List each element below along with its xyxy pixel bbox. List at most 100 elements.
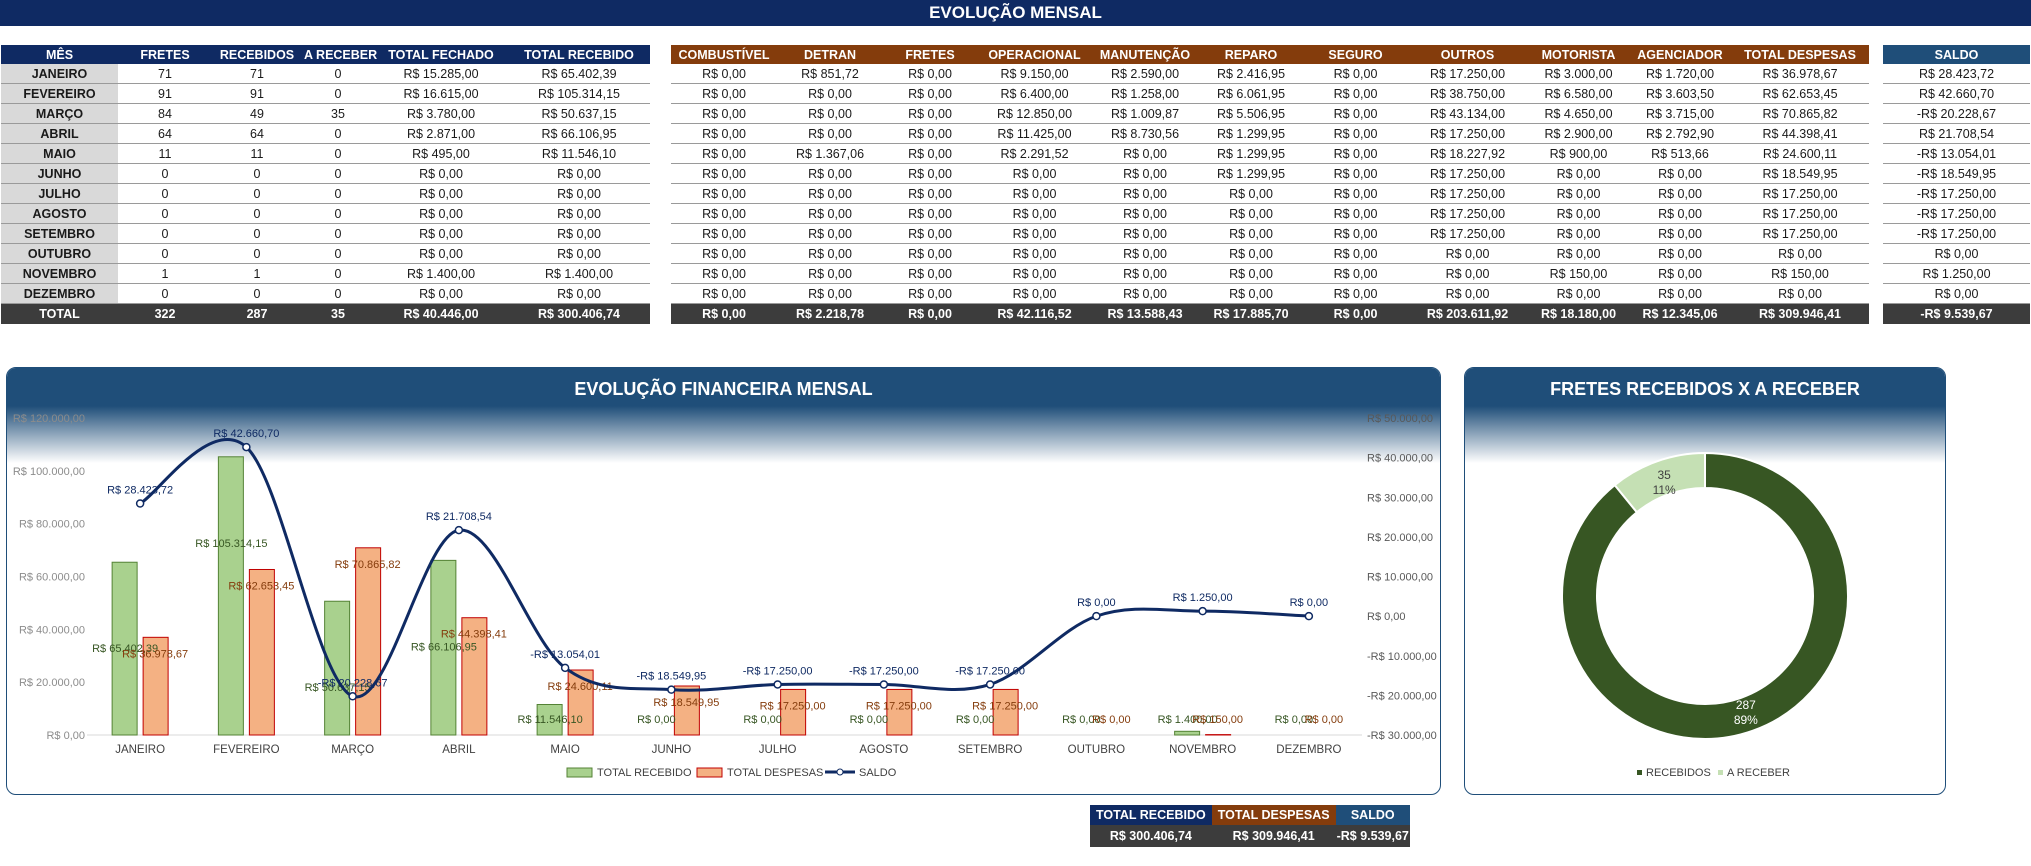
data-label-despesas: R$ 18.549,95: [653, 697, 719, 709]
data-label-saldo: -R$ 17.250,00: [743, 665, 813, 677]
table-row: R$ 42.660,70: [1883, 83, 2030, 104]
table-cell: 91: [118, 83, 212, 104]
data-label-despesas: R$ 0,00: [1092, 714, 1131, 726]
table-cell: R$ 18.549,95: [1731, 163, 1869, 184]
table-cell: 0: [118, 163, 212, 184]
expense-header-cell: MANUTENÇÃO: [1092, 45, 1198, 64]
table-cell: 64: [212, 123, 302, 144]
table-cell: R$ 1.299,95: [1198, 163, 1304, 184]
table-cell: R$ 36.978,67: [1731, 64, 1869, 84]
total-cell: R$ 0,00: [671, 303, 777, 324]
saldo-point: [773, 680, 782, 689]
table-cell: R$ 24.600,11: [1731, 143, 1869, 164]
table-cell: R$ 2.792,90: [1629, 123, 1731, 144]
bar-total-despesas: [355, 547, 382, 736]
table-row: JULHO 0 0 0 R$ 0,00 R$ 0,00: [1, 183, 650, 204]
x-tick-label: SETEMBRO: [958, 744, 1023, 756]
table-cell: 0: [302, 203, 374, 224]
table-row: R$ 0,00: [1883, 283, 2030, 304]
table-cell: 0: [212, 243, 302, 264]
summary-table: TOTAL RECEBIDO TOTAL DESPESAS SALDO R$ 300…: [1090, 805, 1410, 847]
table-cell: R$ 105.314,15: [508, 83, 650, 104]
table-cell: R$ 0,00: [1304, 183, 1407, 204]
total-cell: R$ 18.180,00: [1528, 303, 1629, 324]
table-row: JUNHO 0 0 0 R$ 0,00 R$ 0,00: [1, 163, 650, 184]
data-label-despesas: R$ 17.250,00: [972, 700, 1038, 712]
table-cell: R$ 0,00: [883, 203, 977, 224]
expense-header-cell: REPARO: [1198, 45, 1304, 64]
data-label-saldo: R$ 0,00: [1077, 597, 1116, 609]
total-cell: 35: [302, 303, 374, 324]
table-cell: R$ 0,00: [374, 163, 508, 184]
legend-swatch-a-receber: [1718, 770, 1723, 775]
table-cell: R$ 0,00: [1198, 203, 1304, 224]
data-label-despesas: R$ 17.250,00: [866, 700, 932, 712]
table-cell: 0: [212, 223, 302, 244]
y-right-tick-label: R$ 30.000,00: [1367, 492, 1433, 504]
revenue-header-cell: TOTAL RECEBIDO: [508, 45, 650, 64]
bar-total-recebido: [430, 559, 457, 736]
table-row: R$ 28.423,72: [1883, 64, 2030, 84]
table-cell: R$ 0,00: [1629, 163, 1731, 184]
table-cell: R$ 0,00: [883, 103, 977, 124]
data-label-recebido: R$ 105.314,15: [195, 538, 267, 550]
table-cell: R$ 0,00: [508, 183, 650, 204]
revenue-header-cell: FRETES: [118, 45, 212, 64]
table-cell: -R$ 17.250,00: [1883, 203, 2030, 224]
table-cell: 0: [118, 243, 212, 264]
table-row: R$ 0,00 R$ 0,00 R$ 0,00 R$ 0,00 R$ 0,00 R$ 0,…: [671, 283, 1869, 304]
table-cell: 0: [212, 163, 302, 184]
table-cell: 0: [118, 203, 212, 224]
month-cell: FEVEREIRO: [1, 83, 118, 104]
table-cell: R$ 3.000,00: [1528, 64, 1629, 84]
data-label-saldo: -R$ 13.054,01: [530, 649, 600, 661]
freight-donut-panel: FRETES RECEBIDOS X A RECEBER 287 89% 35 11%…: [1464, 367, 1946, 795]
table-cell: R$ 0,00: [977, 223, 1092, 244]
table-cell: R$ 65.402,39: [508, 64, 650, 84]
table-cell: R$ 5.506,95: [1198, 103, 1304, 124]
table-row: ABRIL 64 64 0 R$ 2.871,00 R$ 66.106,95: [1, 123, 650, 144]
y-left-tick-label: R$ 80.000,00: [19, 519, 85, 531]
table-cell: R$ 0,00: [1092, 203, 1198, 224]
table-cell: R$ 1.720,00: [1629, 64, 1731, 84]
table-row: R$ 0,00 R$ 0,00 R$ 0,00 R$ 6.400,00 R$ 1.258…: [671, 83, 1869, 104]
table-cell: R$ 17.250,00: [1407, 123, 1528, 144]
expense-header-cell: OUTROS: [1407, 45, 1528, 64]
month-cell: JUNHO: [1, 163, 118, 184]
month-cell: MARÇO: [1, 103, 118, 124]
data-label-recebido: R$ 0,00: [850, 714, 889, 726]
table-cell: R$ 0,00: [977, 183, 1092, 204]
donut-percent-label: 89%: [1734, 713, 1758, 727]
bar-total-recebido: [217, 456, 244, 736]
total-cell: 287: [212, 303, 302, 324]
data-label-recebido: R$ 0,00: [1275, 714, 1314, 726]
table-cell: 91: [212, 83, 302, 104]
table-cell: R$ 42.660,70: [1883, 83, 2030, 104]
summary-header-cell: TOTAL DESPESAS: [1211, 805, 1336, 825]
data-label-recebido: R$ 66.106,95: [411, 641, 477, 653]
table-cell: -R$ 20.228,67: [1883, 103, 2030, 124]
table-row: R$ 21.708,54: [1883, 123, 2030, 144]
total-row: R$ 0,00 R$ 2.218,78 R$ 0,00 R$ 42.116,52 R$ …: [671, 303, 1869, 324]
x-tick-label: MAIO: [550, 744, 579, 756]
table-cell: R$ 0,00: [777, 163, 883, 184]
table-cell: R$ 0,00: [777, 263, 883, 284]
y-right-tick-label: R$ 10.000,00: [1367, 572, 1433, 584]
data-label-recebido: R$ 11.546,10: [518, 714, 583, 726]
table-cell: R$ 0,00: [1883, 283, 2030, 304]
table-row: -R$ 18.549,95: [1883, 163, 2030, 184]
table-cell: R$ 6.061,95: [1198, 83, 1304, 104]
table-cell: R$ 0,00: [777, 243, 883, 264]
table-cell: R$ 0,00: [508, 203, 650, 224]
table-cell: R$ 900,00: [1528, 143, 1629, 164]
revenue-header-cell: RECEBIDOS: [212, 45, 302, 64]
table-cell: R$ 0,00: [977, 203, 1092, 224]
table-cell: R$ 0,00: [777, 123, 883, 144]
legend-swatch-despesas: [696, 767, 723, 778]
table-cell: R$ 0,00: [777, 103, 883, 124]
table-row: R$ 0,00 R$ 1.367,06 R$ 0,00 R$ 2.291,52 R$ 0…: [671, 143, 1869, 164]
table-row: AGOSTO 0 0 0 R$ 0,00 R$ 0,00: [1, 203, 650, 224]
expenses-table: COMBUSTÍVEL DETRAN FRETES OPERACIONAL MANUTE…: [671, 45, 1869, 324]
month-cell: DEZEMBRO: [1, 283, 118, 304]
table-cell: R$ 0,00: [1883, 243, 2030, 264]
